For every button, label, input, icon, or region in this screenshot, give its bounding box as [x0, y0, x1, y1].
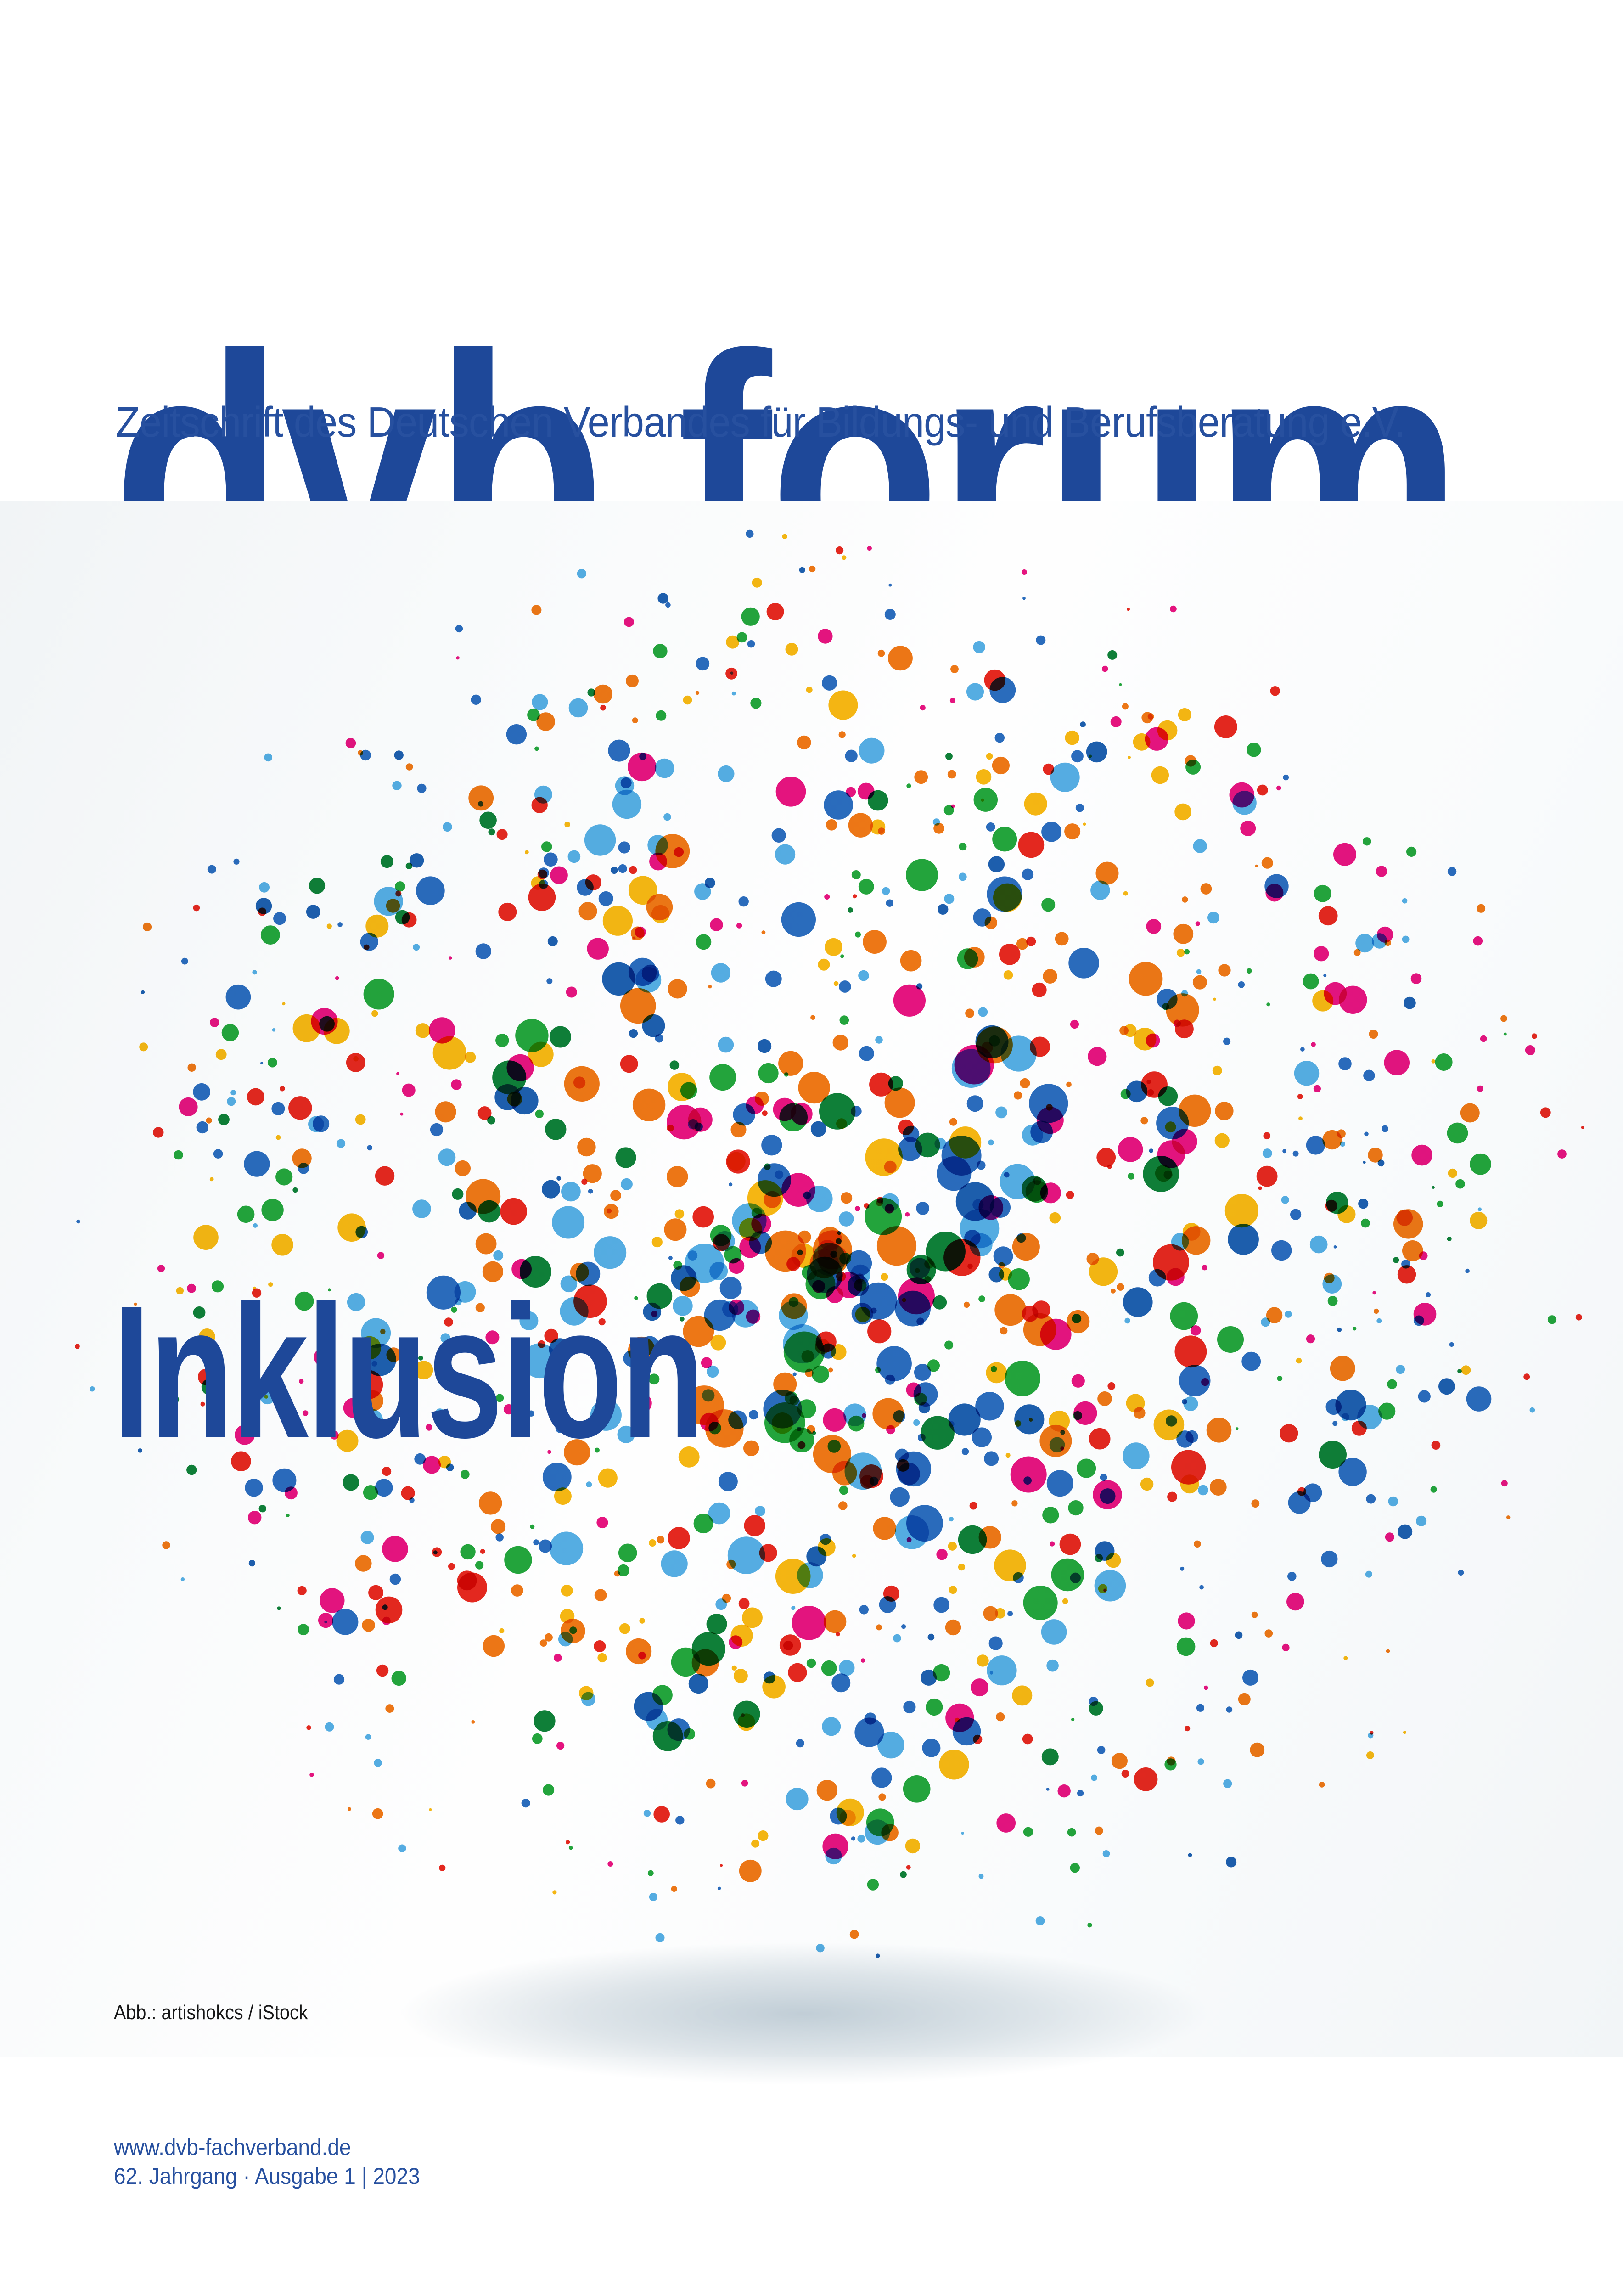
cover-illustration-area: Inklusion Abb.: artishokcs / iStock — [0, 501, 1623, 2110]
dot-cloud-illustration — [75, 529, 1584, 1958]
magazine-subtitle: Zeitschrift des Deutschen Verbandes für … — [116, 398, 1406, 446]
masthead: dvb forum Zeitschrift des Deutschen Verb… — [0, 0, 1623, 630]
issue-info: 62. Jahrgang · Ausgabe 1 | 2023 — [114, 2163, 420, 2189]
dot-cloud-shadow — [257, 1917, 1350, 2110]
issue-theme-title: Inklusion — [112, 1266, 705, 1477]
website-url: www.dvb-fachverband.de — [114, 2134, 351, 2160]
cover-footer: www.dvb-fachverband.de 62. Jahrgang · Au… — [114, 2133, 420, 2191]
image-credit-caption: Abb.: artishokcs / iStock — [114, 2001, 308, 2024]
